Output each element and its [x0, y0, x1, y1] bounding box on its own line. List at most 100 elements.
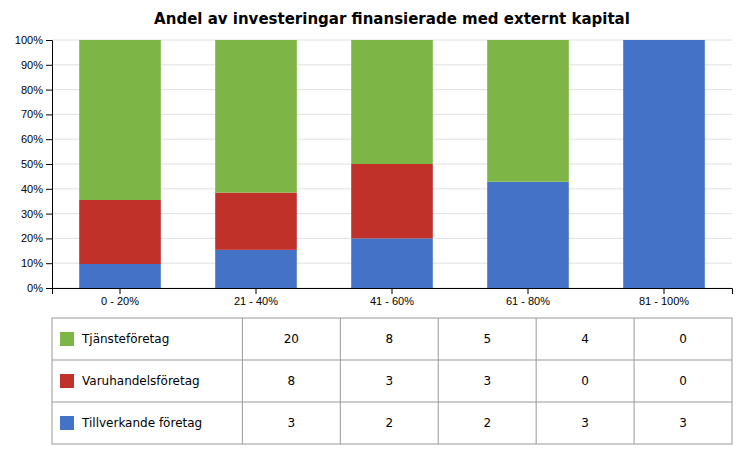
table-value: 8	[385, 332, 393, 346]
y-tick-label: 90%	[21, 59, 43, 71]
table-value: 3	[483, 374, 491, 388]
y-tick-mark	[46, 114, 52, 115]
bar	[79, 200, 161, 264]
y-tick: 90%	[21, 59, 52, 71]
table-value: 2	[483, 416, 491, 430]
y-tick-label: 60%	[21, 133, 43, 145]
chart: Andel av investeringar finansierade med …	[0, 0, 752, 451]
y-tick: 80%	[21, 84, 52, 96]
y-tick: 40%	[21, 183, 52, 195]
table-value: 3	[288, 416, 296, 430]
y-tick: 60%	[21, 133, 52, 145]
y-axis: 0% 10% 20% 30% 40% 50% 60% 70% 80% 90% 100%	[15, 34, 53, 294]
bar	[351, 40, 433, 164]
x-tick: 61 - 80%	[506, 288, 550, 307]
y-tick-label: 30%	[21, 208, 43, 220]
y-tick-label: 80%	[21, 84, 43, 96]
table-swatch	[60, 374, 74, 388]
bar	[487, 182, 569, 288]
table-swatch	[60, 332, 74, 346]
x-tick: 41 - 60%	[370, 288, 414, 307]
x-tick-mark	[528, 288, 529, 294]
bar	[623, 40, 705, 288]
y-tick-mark	[46, 263, 52, 264]
y-tick-mark	[46, 40, 52, 41]
y-tick: 70%	[21, 108, 52, 120]
x-tick-label: 81 - 100%	[639, 295, 689, 307]
table-col-line	[536, 318, 537, 444]
y-tick-mark	[46, 164, 52, 165]
y-tick-label: 40%	[21, 183, 43, 195]
x-tick-mark	[664, 288, 665, 294]
x-tick-label: 61 - 80%	[506, 295, 550, 307]
table-value: 3	[581, 416, 589, 430]
table-label: Tjänsteföretag	[81, 332, 169, 346]
y-tick-mark	[46, 238, 52, 239]
table-row-line	[52, 402, 732, 403]
y-tick: 30%	[21, 208, 52, 220]
bar	[351, 164, 433, 238]
y-tick: 100%	[15, 34, 52, 46]
series	[79, 40, 705, 288]
table: Tjänsteföretag208540Varuhandelsföretag83…	[52, 318, 732, 444]
x-tick-label: 0 - 20%	[101, 295, 139, 307]
y-tick-label: 10%	[21, 257, 43, 269]
bar	[623, 40, 705, 41]
table-value: 0	[581, 374, 589, 388]
y-tick: 0%	[27, 282, 52, 294]
y-tick-label: 20%	[21, 232, 43, 244]
table-col-line	[634, 318, 635, 444]
y-tick-label: 70%	[21, 108, 43, 120]
table-col-line	[242, 318, 243, 444]
x-axis-line	[53, 289, 733, 295]
y-tick-label: 100%	[15, 34, 43, 46]
table-swatch	[60, 416, 74, 430]
y-tick-mark	[46, 288, 52, 289]
bar	[215, 40, 297, 193]
table-value: 8	[288, 374, 296, 388]
x-tick: 0 - 20%	[101, 288, 139, 307]
y-tick: 50%	[21, 158, 52, 170]
table-value: 0	[679, 332, 687, 346]
table-label: Varuhandelsföretag	[82, 374, 200, 388]
bar	[215, 250, 297, 288]
x-tick-label: 21 - 40%	[234, 295, 278, 307]
table-col-line	[438, 318, 439, 444]
table-label: Tillverkande företag	[81, 416, 202, 430]
y-tick-mark	[46, 65, 52, 66]
y-tick-mark	[46, 90, 52, 91]
x-tick-label: 41 - 60%	[370, 295, 414, 307]
y-tick-label: 50%	[21, 158, 43, 170]
table-value: 20	[284, 332, 299, 346]
x-tick: 21 - 40%	[234, 288, 278, 307]
y-tick-mark	[46, 139, 52, 140]
y-tick-mark	[46, 214, 52, 215]
table-value: 4	[581, 332, 589, 346]
title: Andel av investeringar finansierade med …	[154, 10, 630, 28]
table-row-line	[52, 360, 732, 361]
x-axis: 0 - 20% 21 - 40% 41 - 60% 61 - 80% 81 - 100%	[53, 288, 733, 307]
series	[79, 40, 569, 200]
bar	[79, 264, 161, 288]
y-tick: 20%	[21, 232, 52, 244]
table-value: 5	[483, 332, 491, 346]
table-value: 2	[385, 416, 393, 430]
bar	[487, 40, 569, 182]
x-tick-mark	[392, 288, 393, 294]
bar	[79, 40, 161, 200]
table-value: 0	[679, 374, 687, 388]
x-tick: 81 - 100%	[639, 288, 689, 307]
table-border	[52, 318, 732, 444]
grid	[52, 40, 732, 288]
table-col-line	[340, 318, 341, 444]
bars	[79, 40, 705, 288]
bar	[215, 193, 297, 250]
y-tick: 10%	[21, 257, 52, 269]
table-value: 3	[385, 374, 393, 388]
y-axis-line	[46, 41, 53, 289]
table-value: 3	[679, 416, 687, 430]
bar	[351, 238, 433, 288]
x-tick-mark	[120, 288, 121, 294]
y-tick-mark	[46, 189, 52, 190]
y-tick-label: 0%	[27, 282, 43, 294]
